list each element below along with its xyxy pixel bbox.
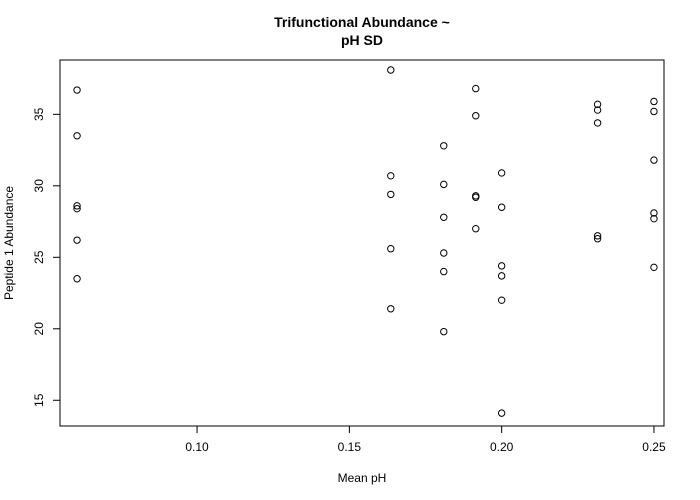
- data-point: [593, 232, 602, 240]
- data-point: [593, 235, 602, 243]
- data-point: [440, 213, 448, 221]
- data-point: [650, 97, 658, 106]
- data-point: [650, 263, 658, 272]
- data-point: [472, 225, 480, 233]
- data-point: [387, 66, 395, 74]
- y-tick-label: 30: [32, 179, 46, 193]
- data-point: [440, 327, 448, 336]
- data-point: [472, 84, 480, 93]
- data-point: [73, 132, 81, 140]
- x-axis: 0.10 0.15 0.20 0.25: [185, 426, 666, 454]
- data-points: [73, 66, 658, 417]
- data-point: [387, 172, 395, 180]
- data-point: [440, 142, 448, 150]
- x-tick-label: 0.25: [642, 440, 666, 454]
- data-point: [387, 245, 395, 253]
- data-point: [440, 249, 448, 257]
- y-axis: 15 20 25 30 35: [32, 107, 60, 407]
- data-point: [497, 296, 506, 304]
- data-point: [387, 305, 395, 313]
- data-point: [650, 156, 658, 164]
- data-point: [497, 262, 506, 270]
- x-tick-label: 0.20: [490, 440, 514, 454]
- data-point: [497, 203, 506, 211]
- data-point: [497, 169, 506, 177]
- data-point: [73, 202, 81, 210]
- data-point: [387, 190, 395, 199]
- data-point: [472, 193, 480, 201]
- data-point: [497, 272, 506, 280]
- data-point: [472, 112, 480, 120]
- data-point: [440, 267, 448, 276]
- x-axis-label: Mean pH: [338, 471, 387, 485]
- data-point: [440, 180, 448, 189]
- y-tick-label: 20: [32, 322, 46, 336]
- data-point: [73, 275, 81, 283]
- data-point: [650, 214, 658, 223]
- data-point: [73, 204, 81, 213]
- x-tick-label: 0.15: [338, 440, 362, 454]
- data-point: [650, 209, 658, 217]
- plot-frame: [59, 59, 665, 427]
- data-point: [593, 119, 602, 127]
- y-tick-label: 35: [32, 107, 46, 121]
- data-point: [593, 106, 602, 114]
- x-tick-label: 0.10: [185, 440, 209, 454]
- y-tick-label: 25: [32, 250, 46, 264]
- chart-title-line-2: pH SD: [341, 32, 383, 48]
- data-point: [497, 409, 506, 417]
- data-point: [73, 86, 81, 94]
- data-point: [73, 236, 81, 244]
- chart-title-line-1: Trifunctional Abundance ~: [274, 14, 450, 30]
- y-axis-label: Peptide 1 Abundance: [2, 186, 16, 300]
- data-point: [593, 100, 602, 109]
- data-point: [650, 107, 658, 116]
- y-tick-label: 15: [32, 393, 46, 407]
